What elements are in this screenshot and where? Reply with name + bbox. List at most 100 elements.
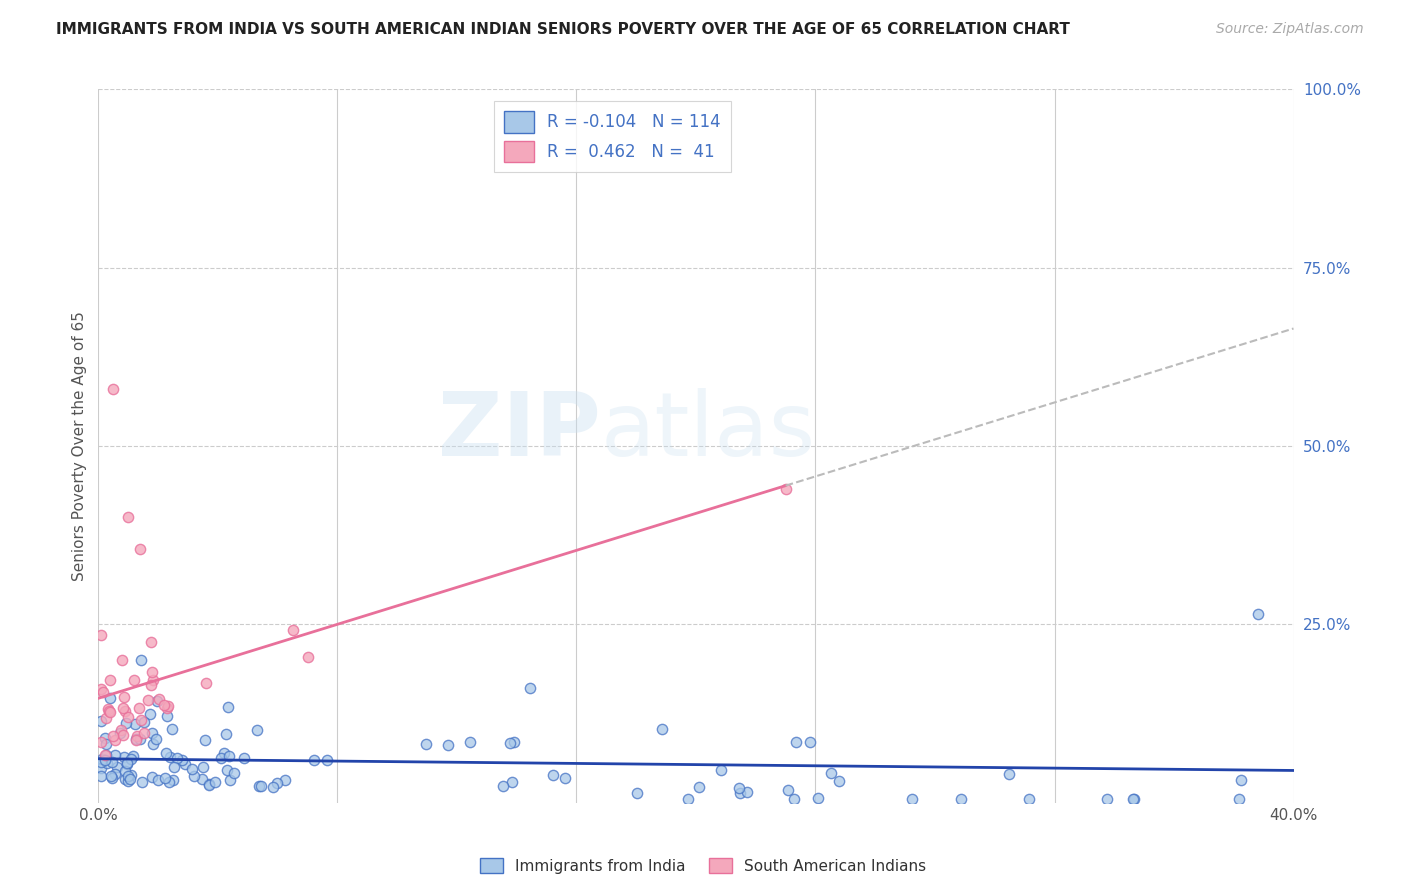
Point: [735, 785, 758, 799]
Point: [181, 762, 204, 776]
Point: [98, 706, 121, 720]
Point: [728, 780, 751, 795]
Point: [155, 701, 177, 715]
Point: [122, 673, 145, 688]
Point: [94, 748, 117, 763]
Point: [115, 756, 138, 770]
Point: [90, 755, 112, 769]
Point: [1095, 792, 1118, 806]
Point: [125, 729, 148, 743]
Point: [90, 761, 112, 775]
Point: [90, 769, 112, 783]
Point: [173, 757, 195, 772]
Point: [316, 753, 339, 767]
Point: [166, 750, 188, 764]
Point: [217, 700, 239, 714]
Point: [111, 652, 134, 666]
Point: [114, 764, 136, 778]
Point: [437, 738, 460, 752]
Point: [94, 711, 117, 725]
Point: [1121, 792, 1143, 806]
Point: [117, 710, 139, 724]
Point: [197, 777, 219, 791]
Point: [107, 760, 129, 774]
Point: [215, 727, 238, 741]
Point: [626, 786, 648, 800]
Point: [159, 749, 181, 764]
Point: [501, 775, 523, 789]
Point: [100, 769, 122, 783]
Point: [519, 681, 541, 696]
Point: [111, 701, 134, 715]
Point: [148, 692, 170, 706]
Point: [775, 482, 797, 496]
Point: [90, 681, 112, 696]
Point: [124, 717, 146, 731]
Point: [114, 772, 136, 786]
Point: [91, 752, 114, 766]
Point: [554, 772, 576, 786]
Point: [142, 737, 165, 751]
Point: [90, 628, 112, 642]
Point: [98, 691, 121, 706]
Point: [117, 510, 139, 524]
Point: [104, 732, 127, 747]
Text: IMMIGRANTS FROM INDIA VS SOUTH AMERICAN INDIAN SENIORS POVERTY OVER THE AGE OF 6: IMMIGRANTS FROM INDIA VS SOUTH AMERICAN …: [56, 22, 1070, 37]
Point: [110, 723, 132, 737]
Point: [212, 746, 235, 760]
Point: [998, 766, 1021, 780]
Point: [1123, 792, 1146, 806]
Point: [101, 756, 124, 770]
Point: [172, 753, 194, 767]
Point: [302, 753, 325, 767]
Point: [101, 771, 124, 785]
Point: [415, 737, 437, 751]
Point: [117, 774, 139, 789]
Point: [209, 750, 232, 764]
Point: [785, 735, 807, 749]
Point: [224, 766, 246, 780]
Point: [129, 714, 152, 728]
Point: [94, 748, 117, 763]
Point: [90, 714, 112, 728]
Text: atlas: atlas: [600, 388, 815, 475]
Point: [194, 676, 217, 690]
Point: [129, 653, 152, 667]
Point: [709, 764, 731, 778]
Point: [90, 735, 112, 749]
Point: [120, 772, 142, 786]
Point: [250, 780, 273, 794]
Point: [194, 733, 217, 747]
Point: [96, 756, 118, 771]
Point: [141, 665, 163, 680]
Point: [193, 760, 215, 774]
Point: [114, 704, 136, 718]
Point: [129, 542, 152, 557]
Point: [145, 731, 167, 746]
Point: [141, 635, 163, 649]
Point: [160, 722, 183, 736]
Point: [820, 766, 842, 780]
Point: [492, 780, 515, 794]
Point: [104, 767, 127, 781]
Point: [901, 792, 924, 806]
Point: [124, 731, 146, 746]
Point: [141, 726, 163, 740]
Point: [153, 771, 176, 785]
Point: [776, 783, 799, 797]
Point: [232, 751, 254, 765]
Point: [93, 753, 115, 767]
Point: [157, 699, 180, 714]
Point: [1018, 792, 1040, 806]
Point: [139, 706, 162, 721]
Point: [153, 698, 176, 713]
Point: [146, 773, 169, 788]
Point: [215, 764, 238, 778]
Point: [91, 685, 114, 699]
Point: [219, 773, 242, 788]
Point: [132, 715, 155, 730]
Point: [120, 752, 142, 766]
Point: [122, 748, 145, 763]
Point: [190, 772, 212, 786]
Point: [136, 693, 159, 707]
